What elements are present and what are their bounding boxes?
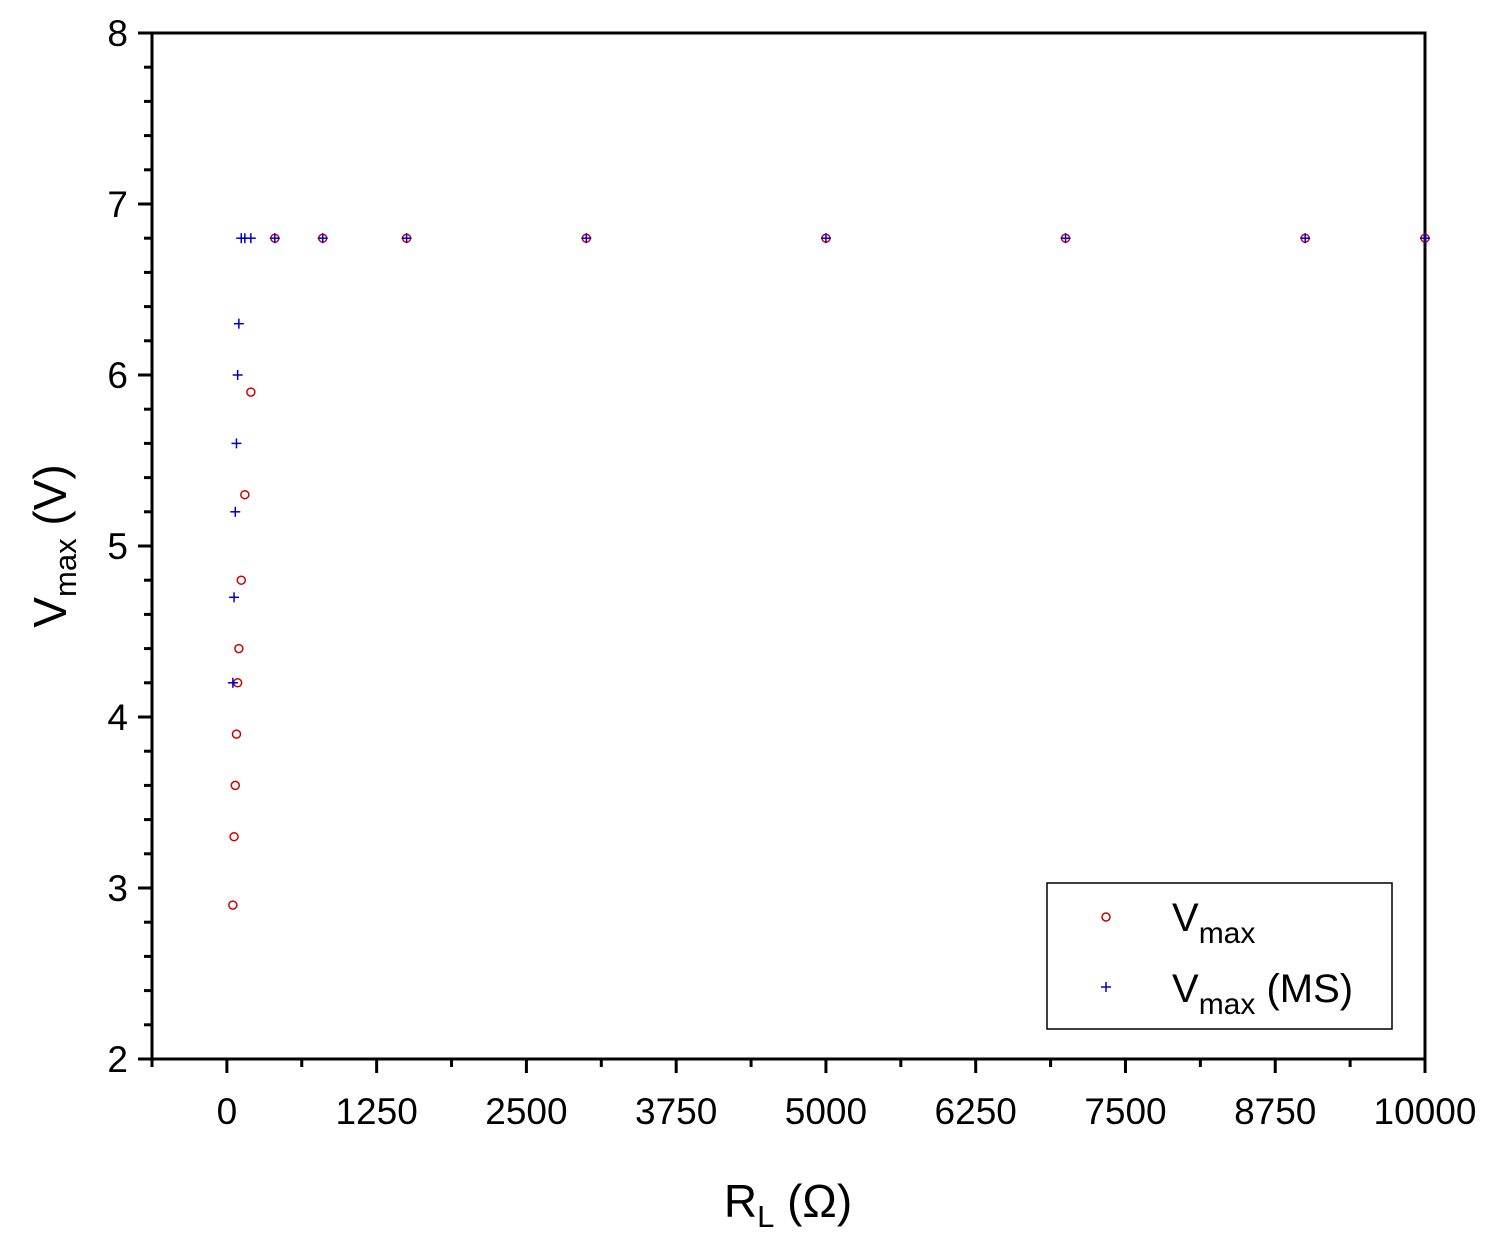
x-tick-label: 2500 (485, 1091, 567, 1132)
legend-label-vmax: Vmax (1172, 896, 1255, 950)
data-point-vmax-ms (232, 370, 243, 380)
data-point-vmax-ms (245, 233, 256, 244)
y-tick-label: 8 (107, 13, 128, 54)
legend-label-vmax-ms: Vmax (MS) (1172, 967, 1353, 1021)
x-tick-label: 1250 (335, 1091, 417, 1132)
x-tick-label: 8750 (1234, 1091, 1316, 1132)
x-axis: 0 1250 2500 3750 5000 6250 7500 8750 10000 (150, 1059, 1477, 1132)
data-point-vmax-ms (401, 233, 412, 244)
y-tick-label: 3 (107, 868, 128, 909)
data-point-vmax-ms (269, 233, 280, 244)
legend-symbol (1101, 982, 1111, 992)
x-tick-label: 7500 (1084, 1091, 1166, 1132)
series-vmax-ms (227, 233, 1430, 688)
x-tick-label: 6250 (935, 1091, 1017, 1132)
data-point-vmax (236, 575, 247, 585)
data-point-vmax (231, 729, 242, 739)
data-points (227, 233, 1430, 910)
data-point-vmax (246, 387, 256, 397)
data-point-vmax-ms (227, 677, 238, 688)
data-point-vmax-ms (1300, 233, 1311, 244)
data-point-vmax-ms (1060, 233, 1071, 244)
x-tick-label: 3750 (635, 1091, 717, 1132)
legend-symbol (1101, 912, 1111, 922)
y-tick-label: 7 (107, 184, 128, 225)
y-tick-label: 4 (107, 697, 128, 738)
x-axis-title: RL (Ω) (724, 1175, 852, 1234)
legend: Vmax Vmax (MS) (1046, 882, 1393, 1030)
legend-box (1046, 882, 1393, 1030)
x-tick-label: 10000 (1374, 1091, 1477, 1132)
data-point-vmax-ms (229, 592, 240, 603)
data-point-vmax (234, 643, 244, 654)
data-point-vmax (230, 780, 241, 791)
data-point-vmax-ms (231, 438, 242, 449)
series-vmax (228, 233, 1430, 910)
data-point-vmax-ms (1420, 233, 1430, 244)
data-point-vmax-ms (317, 233, 328, 244)
data-point-vmax (228, 900, 238, 910)
data-point-vmax-ms (233, 318, 244, 329)
data-point-vmax (240, 489, 250, 500)
y-tick-label: 6 (107, 355, 128, 396)
data-point-vmax-ms (581, 233, 592, 244)
data-point-vmax-ms (820, 233, 831, 244)
data-point-vmax-ms (230, 506, 241, 517)
y-axis-title: Vmax (V) (24, 464, 83, 627)
data-point-vmax (229, 831, 239, 842)
x-tick-label: 0 (217, 1091, 238, 1132)
y-tick-label: 5 (107, 526, 128, 567)
y-tick-label: 2 (107, 1039, 128, 1080)
x-tick-label: 5000 (785, 1091, 867, 1132)
legend-marker-vmax-ms (1101, 982, 1111, 992)
legend-marker-vmax (1101, 912, 1111, 922)
y-axis: 2 3 4 5 6 7 8 (107, 13, 152, 1080)
